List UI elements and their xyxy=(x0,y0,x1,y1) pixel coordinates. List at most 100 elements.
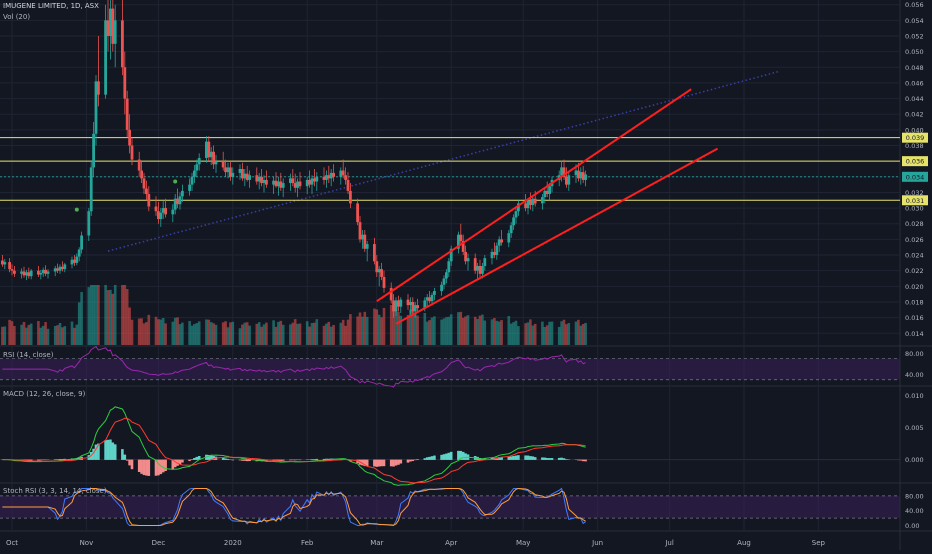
candle-body xyxy=(164,208,167,214)
volume-bar xyxy=(582,324,585,345)
candle-body xyxy=(315,177,318,182)
volume-bar xyxy=(198,321,201,345)
candle-body xyxy=(176,199,179,204)
candle-body xyxy=(25,272,28,275)
macd-hist-bar xyxy=(433,456,436,460)
volume-bar xyxy=(323,326,326,345)
volume-bar xyxy=(584,323,587,345)
macd-hist-bar xyxy=(560,458,563,460)
volume-bar xyxy=(565,324,568,345)
volume-bar xyxy=(342,320,345,345)
volume-bar xyxy=(140,318,143,345)
candle-body xyxy=(577,171,580,179)
volume-bar xyxy=(280,321,283,345)
candle-body xyxy=(227,167,230,172)
candle-body xyxy=(347,180,350,191)
macd-hist-bar xyxy=(428,457,431,460)
candle-body xyxy=(90,167,93,211)
candle-body xyxy=(255,175,258,181)
candle-body xyxy=(275,181,278,186)
macd-hist-bar xyxy=(282,460,285,461)
stoch-tick-label: 40.00 xyxy=(905,507,924,515)
y-tick-label: 0.024 xyxy=(905,252,924,260)
candle-body xyxy=(56,268,59,270)
macd-hist-bar xyxy=(462,452,465,460)
macd-hist-bar xyxy=(582,460,585,462)
candle-body xyxy=(260,177,263,183)
candle-body xyxy=(95,81,98,133)
x-tick-label: Dec xyxy=(152,539,166,547)
macd-tick-label: 0.000 xyxy=(905,456,924,464)
chart-title: IMUGENE LIMITED, 1D, ASX xyxy=(3,2,99,10)
candle-body xyxy=(296,181,299,187)
x-tick-label: 2020 xyxy=(224,539,242,547)
volume-bar xyxy=(265,323,268,345)
candle-body xyxy=(416,305,419,308)
volume-bar xyxy=(580,326,583,345)
candle-body xyxy=(467,258,470,261)
volume-bar xyxy=(296,324,299,345)
macd-hist-bar xyxy=(577,460,580,461)
volume-bar xyxy=(457,312,460,345)
candle-body xyxy=(224,167,227,172)
volume-bar xyxy=(277,322,280,345)
x-tick-label: Aug xyxy=(737,539,751,547)
macd-hist-bar xyxy=(313,459,316,460)
volume-bar xyxy=(160,320,163,345)
volume-bar xyxy=(13,326,16,345)
x-tick-label: May xyxy=(516,539,530,547)
volume-bar xyxy=(47,329,50,345)
candle-body xyxy=(282,183,285,188)
y-tick-label: 0.050 xyxy=(905,48,924,56)
macd-hist-bar xyxy=(548,458,551,460)
macd-hist-bar xyxy=(558,458,561,460)
volume-bar xyxy=(143,323,146,345)
volume-bar xyxy=(128,308,131,346)
candle-body xyxy=(395,300,398,311)
candle-body xyxy=(195,164,198,170)
volume-bar xyxy=(272,320,275,345)
volume-bar xyxy=(515,321,518,345)
macd-hist-bar xyxy=(143,460,146,475)
candle-body xyxy=(383,277,386,288)
volume-bar xyxy=(424,313,427,345)
macd-hist-bar xyxy=(104,440,107,460)
price-level-label: 0.034 xyxy=(906,173,925,181)
candle-body xyxy=(366,244,369,249)
macd-hist-bar xyxy=(188,460,191,461)
volume-bar xyxy=(54,326,57,345)
volume-bar xyxy=(25,328,28,345)
candle-body xyxy=(399,300,402,307)
candle-body xyxy=(1,261,4,265)
candle-body xyxy=(111,9,114,44)
candle-body xyxy=(332,173,335,177)
volume-bar xyxy=(330,327,333,345)
volume-bar xyxy=(316,319,319,345)
candle-body xyxy=(162,208,165,213)
volume-bar xyxy=(260,327,263,345)
candle-body xyxy=(529,200,532,205)
volume-bar xyxy=(292,323,295,345)
macd-hist-bar xyxy=(241,460,244,461)
volume-bar xyxy=(112,294,115,345)
candle-body xyxy=(126,99,129,130)
macd-hist-bar xyxy=(124,455,127,460)
macd-hist-bar xyxy=(445,454,448,460)
macd-hist-bar xyxy=(580,460,583,461)
volume-bar xyxy=(104,285,107,345)
volume-bar xyxy=(109,290,112,345)
volume-bar xyxy=(462,318,465,345)
volume-bar xyxy=(4,326,7,345)
macd-hist-bar xyxy=(414,460,417,461)
y-tick-label: 0.014 xyxy=(905,330,924,338)
volume-bar xyxy=(484,321,487,345)
candle-body xyxy=(500,239,503,242)
volume-bar xyxy=(179,324,182,345)
candle-body xyxy=(507,233,510,242)
macd-hist-bar xyxy=(227,459,230,460)
volume-bar xyxy=(121,285,124,345)
macd-hist-bar xyxy=(416,459,419,460)
macd-hist-bar xyxy=(431,456,434,460)
macd-hist-bar xyxy=(390,460,393,467)
